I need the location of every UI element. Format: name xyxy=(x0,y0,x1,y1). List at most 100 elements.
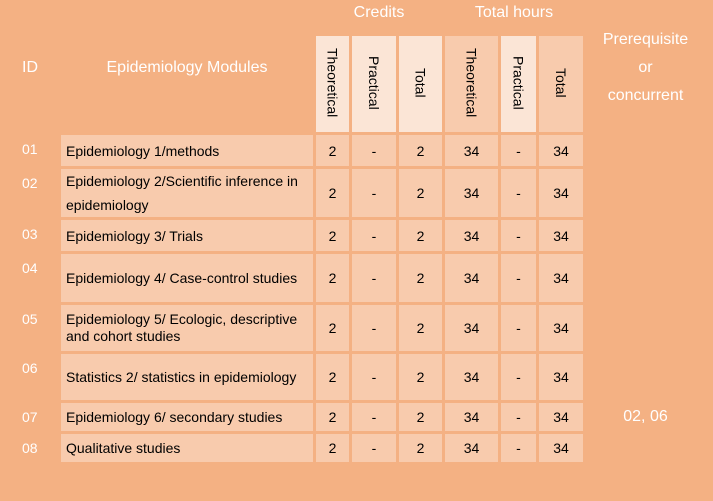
row-hours-practical: - xyxy=(501,305,536,351)
header-credits-practical: Practical xyxy=(352,36,396,132)
header-hours-practical-label: Practical xyxy=(510,55,527,110)
row-prerequisite xyxy=(586,254,705,302)
row-module: Epidemiology 6/ secondary studies xyxy=(61,403,313,431)
row-credits-practical: - xyxy=(352,434,396,462)
row-credits-theoretical: 2 xyxy=(316,169,349,217)
row-id: 06 xyxy=(4,354,58,400)
row-module: Qualitative studies xyxy=(61,434,313,462)
row-hours-practical: - xyxy=(501,403,536,431)
row-credits-practical: - xyxy=(352,403,396,431)
row-hours-practical: - xyxy=(501,220,536,251)
row-credits-total: 2 xyxy=(399,305,442,351)
header-credits-practical-label: Practical xyxy=(366,55,382,110)
row-hours-theoretical: 34 xyxy=(445,305,498,351)
header-hours-total: Total xyxy=(539,36,583,132)
row-credits-total: 2 xyxy=(399,169,442,217)
row-credits-theoretical: 2 xyxy=(316,403,349,431)
header-credits: Credits xyxy=(316,4,442,33)
row-id: 05 xyxy=(4,305,58,351)
header-prerequisite-line2: or xyxy=(638,59,653,76)
row-hours-theoretical: 34 xyxy=(445,220,498,251)
table-row: 07 Epidemiology 6/ secondary studies 2 -… xyxy=(4,403,705,431)
row-prerequisite xyxy=(586,434,705,462)
row-hours-total: 34 xyxy=(539,254,583,302)
row-hours-total: 34 xyxy=(539,220,583,251)
row-credits-practical: - xyxy=(352,354,396,400)
row-hours-practical: - xyxy=(501,254,536,302)
row-hours-total: 34 xyxy=(539,135,583,166)
row-credits-practical: - xyxy=(352,254,396,302)
row-credits-theoretical: 2 xyxy=(316,305,349,351)
row-id: 04 xyxy=(4,254,58,302)
header-id: ID xyxy=(4,4,58,132)
table-row: 03 Epidemiology 3/ Trials 2 - 2 34 - 34 xyxy=(4,220,705,251)
table-row: 02 Epidemiology 2/Scientific inference i… xyxy=(4,169,705,217)
row-credits-total: 2 xyxy=(399,220,442,251)
row-credits-theoretical: 2 xyxy=(316,135,349,166)
table-row: 08 Qualitative studies 2 - 2 34 - 34 xyxy=(4,434,705,462)
header-credits-theoretical: Theoretical xyxy=(316,36,349,132)
table-row: 06 Statistics 2/ statistics in epidemiol… xyxy=(4,354,705,400)
row-prerequisite xyxy=(586,354,705,400)
row-credits-practical: - xyxy=(352,135,396,166)
header-hours-practical: Practical xyxy=(501,36,536,132)
row-hours-practical: - xyxy=(501,169,536,217)
row-hours-theoretical: 34 xyxy=(445,434,498,462)
row-credits-theoretical: 2 xyxy=(316,254,349,302)
header-modules: Epidemiology Modules xyxy=(61,4,313,132)
row-prerequisite xyxy=(586,305,705,351)
row-hours-theoretical: 34 xyxy=(445,169,498,217)
row-hours-practical: - xyxy=(501,354,536,400)
row-id: 07 xyxy=(4,403,58,431)
header-prerequisite-line3: concurrent xyxy=(607,87,684,104)
row-module: Epidemiology 5/ Ecologic, descriptive an… xyxy=(61,305,313,351)
row-hours-practical: - xyxy=(501,434,536,462)
row-hours-theoretical: 34 xyxy=(445,254,498,302)
row-id: 01 xyxy=(4,135,58,166)
row-hours-total: 34 xyxy=(539,305,583,351)
row-id: 02 xyxy=(4,169,58,217)
row-credits-practical: - xyxy=(352,169,396,217)
row-hours-theoretical: 34 xyxy=(445,354,498,400)
row-id: 03 xyxy=(4,220,58,251)
row-hours-total: 34 xyxy=(539,434,583,462)
row-module: Epidemiology 4/ Case-control studies xyxy=(61,254,313,302)
row-credits-theoretical: 2 xyxy=(316,354,349,400)
header-credits-total-label: Total xyxy=(412,67,429,98)
row-prerequisite xyxy=(586,169,705,217)
row-hours-theoretical: 34 xyxy=(445,403,498,431)
header-prerequisite-line1: Prerequisite xyxy=(602,31,689,48)
table-footer-row xyxy=(4,465,705,495)
row-credits-total: 2 xyxy=(399,135,442,166)
row-credits-theoretical: 2 xyxy=(316,434,349,462)
row-credits-practical: - xyxy=(352,305,396,351)
row-module: Epidemiology 3/ Trials xyxy=(61,220,313,251)
row-hours-total: 34 xyxy=(539,354,583,400)
table-row: 01 Epidemiology 1/methods 2 - 2 34 - 34 xyxy=(4,135,705,166)
header-prerequisite: Prerequisite or concurrent xyxy=(586,4,705,132)
row-hours-theoretical: 34 xyxy=(445,135,498,166)
row-credits-practical: - xyxy=(352,220,396,251)
header-credits-theoretical-label: Theoretical xyxy=(324,47,341,118)
header-hours-theoretical: Theoretical xyxy=(445,36,498,132)
row-credits-total: 2 xyxy=(399,354,442,400)
row-id: 08 xyxy=(4,434,58,462)
table-footer xyxy=(4,465,705,495)
row-hours-total: 34 xyxy=(539,403,583,431)
row-hours-total: 34 xyxy=(539,169,583,217)
row-prerequisite xyxy=(586,135,705,166)
header-hours-theoretical-label: Theoretical xyxy=(463,47,480,118)
row-module: Epidemiology 2/Scientific inference in e… xyxy=(61,169,313,217)
row-module: Statistics 2/ statistics in epidemiology xyxy=(61,354,313,400)
header-total-hours: Total hours xyxy=(445,4,583,33)
row-credits-total: 2 xyxy=(399,434,442,462)
table-row: 05 Epidemiology 5/ Ecologic, descriptive… xyxy=(4,305,705,351)
row-credits-total: 2 xyxy=(399,403,442,431)
table-row: 04 Epidemiology 4/ Case-control studies … xyxy=(4,254,705,302)
row-prerequisite xyxy=(586,220,705,251)
row-credits-theoretical: 2 xyxy=(316,220,349,251)
header-credits-total: Total xyxy=(399,36,442,132)
row-prerequisite: 02, 06 xyxy=(586,403,705,431)
